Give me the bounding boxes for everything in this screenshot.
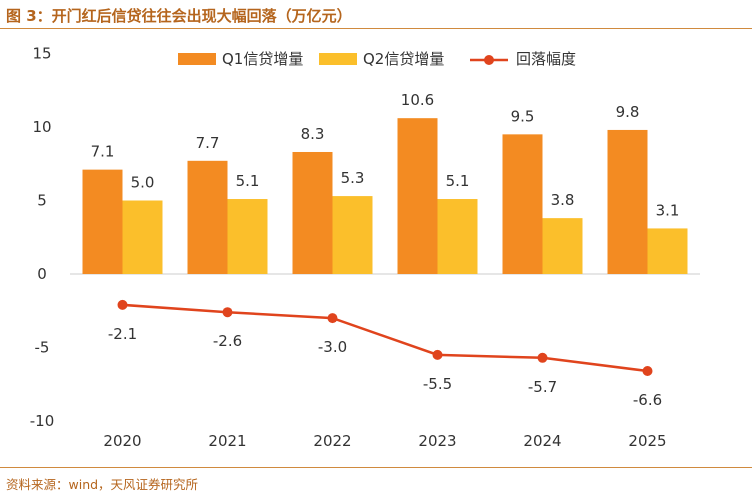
x-category-label: 2020 (103, 432, 141, 450)
q1-value-label: 10.6 (401, 91, 434, 109)
y-axis-ticks: 15 10 5 0 -5 -10 (30, 45, 55, 431)
drop-point (117, 299, 128, 310)
q2-value-label: 5.1 (236, 172, 260, 190)
q1-bar (187, 160, 228, 274)
legend-q1-swatch (178, 53, 216, 65)
q2-bar (542, 218, 583, 274)
x-category-label: 2024 (523, 432, 561, 450)
q2-bar (227, 199, 268, 274)
top-rule (0, 28, 752, 29)
drop-line-group (117, 299, 653, 377)
drop-value-label: -5.5 (423, 375, 452, 393)
x-category-label: 2023 (418, 432, 456, 450)
q2-value-label: 5.0 (131, 174, 155, 192)
x-category-label: 2025 (628, 432, 666, 450)
source-note: 资料来源：wind，天风证券研究所 (6, 477, 199, 492)
x-category-label: 2021 (208, 432, 246, 450)
q2-value-label: 5.3 (341, 169, 365, 187)
q1-value-label: 9.8 (616, 103, 640, 121)
drop-value-label: -2.1 (108, 325, 137, 343)
y-tick-label: 15 (32, 45, 51, 63)
q1-value-label: 9.5 (511, 107, 535, 125)
combo-chart: 15 10 5 0 -5 -10 7.1 5.0 -2.1 7.7 5.1 -2.6 8.3 5.3 -3… (30, 45, 700, 450)
y-tick-label: 5 (37, 192, 47, 210)
bottom-rule (0, 467, 752, 468)
drop-point (327, 313, 338, 324)
q1-bar (82, 169, 123, 274)
drop-value-label: -5.7 (528, 378, 557, 396)
y-tick-label: 10 (32, 118, 51, 136)
q2-value-label: 3.8 (551, 191, 575, 209)
drop-value-label: -3.0 (318, 338, 347, 356)
drop-series-line (122, 303, 648, 373)
legend-drop-label: 回落幅度 (516, 50, 576, 68)
data-labels: 7.1 5.0 -2.1 7.7 5.1 -2.6 8.3 5.3 -3.0 10.6 5.1 -5.… (91, 91, 680, 409)
legend-q1-label: Q1信贷增量 (222, 50, 303, 68)
q1-bar (502, 134, 543, 274)
q2-bar (437, 199, 478, 274)
drop-value-label: -2.6 (213, 332, 242, 350)
drop-point (537, 352, 548, 363)
legend-drop-marker (484, 55, 494, 65)
y-tick-label: -10 (30, 412, 55, 430)
legend: Q1信贷增量 Q2信贷增量 回落幅度 (178, 50, 576, 68)
x-axis-categories: 2020 2021 2022 2023 2024 2025 (103, 432, 666, 450)
legend-q2-swatch (319, 53, 357, 65)
q1-value-label: 7.7 (196, 134, 220, 152)
q2-bar (647, 228, 688, 274)
q2-bar (332, 196, 373, 274)
q2-bar (122, 200, 163, 274)
legend-q2-label: Q2信贷增量 (363, 50, 444, 68)
drop-point (222, 307, 233, 318)
y-tick-label: -5 (35, 339, 50, 357)
figure-title: 图 3：开门红后信贷往往会出现大幅回落（万亿元） (6, 7, 352, 25)
bars-group (82, 118, 688, 275)
q1-value-label: 7.1 (91, 143, 115, 161)
q1-bar (607, 129, 648, 274)
q1-value-label: 8.3 (301, 125, 325, 143)
q1-bar (397, 118, 438, 275)
q2-value-label: 3.1 (656, 201, 680, 219)
x-category-label: 2022 (313, 432, 351, 450)
y-tick-label: 0 (37, 265, 47, 283)
drop-point (642, 366, 653, 377)
q2-value-label: 5.1 (446, 172, 470, 190)
drop-point (432, 349, 443, 360)
q1-bar (292, 151, 333, 274)
drop-value-label: -6.6 (633, 391, 662, 409)
